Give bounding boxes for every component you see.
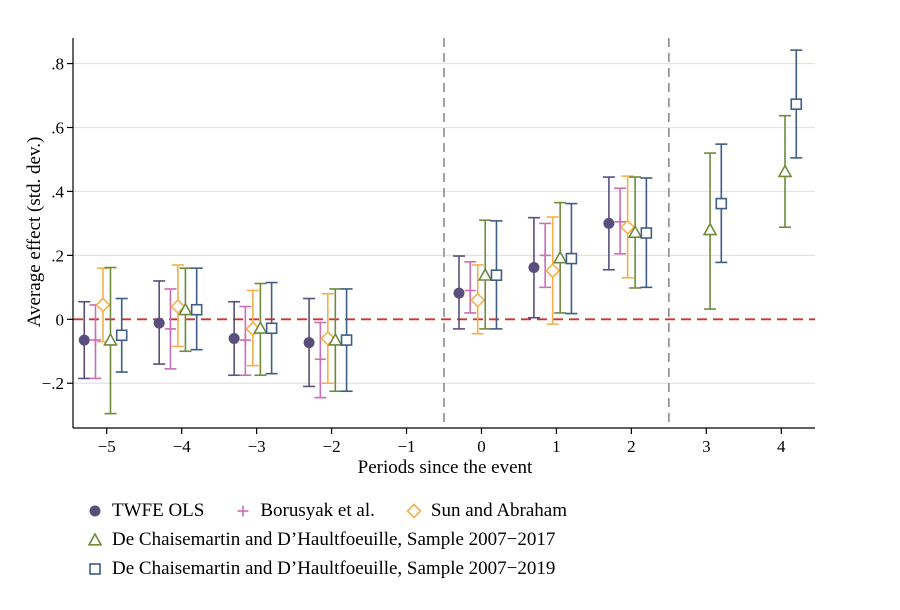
legend-marker xyxy=(89,505,101,516)
sun-abraham-marker xyxy=(619,219,636,235)
dcdh-2017-marker xyxy=(627,224,643,238)
event-study-chart: −.2 0 .2 .4 .6 .8 −5 −4 −3 −2 −1 0 1 2 3 4 Periods sinc… xyxy=(24,38,815,478)
legend-label: De Chaisemartin and D’Haultfoeuille, Sam… xyxy=(112,528,556,550)
twfe-ols-marker xyxy=(303,337,315,349)
dcdh-2017-marker xyxy=(552,250,568,264)
y-tick-label: 0 xyxy=(56,310,65,329)
dcdh-2019-marker xyxy=(265,322,278,335)
dcdh-2019-marker xyxy=(565,252,578,265)
borusyak-marker xyxy=(237,505,249,516)
twfe-ols-marker xyxy=(528,262,540,274)
x-tick-label: 0 xyxy=(477,437,486,456)
series-3 xyxy=(103,114,793,415)
data-series xyxy=(78,49,803,415)
sun-abraham-marker xyxy=(545,263,561,279)
x-tick-label: 3 xyxy=(702,437,711,456)
twfe-ols-marker xyxy=(453,287,465,299)
borusyak-marker xyxy=(164,323,176,335)
dcdh-2017-marker xyxy=(103,332,118,346)
dcdh-2017-marker xyxy=(702,222,718,236)
dcdh-2017-marker xyxy=(87,531,103,546)
dcdh-2019-marker xyxy=(190,303,203,316)
twfe-ols-marker xyxy=(603,217,615,229)
chart-legend: TWFE OLS Borusyak et al. Sun and Abraham De… xyxy=(84,496,595,583)
y-tick-label: .6 xyxy=(51,119,64,138)
twfe-ols-marker xyxy=(89,505,101,516)
series-1 xyxy=(89,187,627,399)
dcdh-2019-marker xyxy=(640,227,653,239)
dcdh-2019-marker xyxy=(89,562,101,575)
legend-label: Borusyak et al. xyxy=(260,499,375,521)
legend-item: De Chaisemartin and D’Haultfoeuille, Sam… xyxy=(84,527,555,553)
dcdh-2019-marker xyxy=(340,334,353,346)
twfe-ols-marker xyxy=(78,334,90,346)
x-tick-label: 4 xyxy=(777,437,786,456)
y-tick-label: .8 xyxy=(51,55,64,74)
dcdh-2017-marker xyxy=(477,267,493,281)
legend-row: De Chaisemartin and D’Haultfoeuille, Sam… xyxy=(84,554,595,583)
dcdh-2017-marker xyxy=(327,332,343,346)
series-0 xyxy=(78,176,615,388)
legend-item: De Chaisemartin and D’Haultfoeuille, Sam… xyxy=(84,556,555,582)
legend-item: Sun and Abraham xyxy=(403,498,567,524)
legend-marker xyxy=(237,505,249,516)
x-tick-label: −5 xyxy=(98,437,116,456)
x-tick-label: −3 xyxy=(248,437,266,456)
twfe-ols-marker xyxy=(228,332,240,344)
twfe-ols-marker xyxy=(153,317,165,329)
dcdh-2017-marker xyxy=(253,320,268,334)
legend-label: De Chaisemartin and D’Haultfoeuille, Sam… xyxy=(112,557,556,579)
dcdh-2019-marker xyxy=(490,269,503,281)
legend-row: TWFE OLS Borusyak et al. Sun and Abraham xyxy=(84,496,595,525)
sun-abraham-marker xyxy=(470,292,486,308)
legend-marker xyxy=(406,502,422,519)
borusyak-marker xyxy=(614,216,626,228)
dcdh-2017-marker xyxy=(777,163,793,178)
sun-abraham-marker xyxy=(95,297,111,313)
borusyak-marker xyxy=(239,334,251,346)
legend-row: De Chaisemartin and D’Haultfoeuille, Sam… xyxy=(84,525,595,554)
series-4 xyxy=(115,49,803,393)
legend-marker xyxy=(89,562,101,575)
borusyak-marker xyxy=(314,353,326,365)
x-tick-label: 2 xyxy=(627,437,636,456)
sun-abraham-marker xyxy=(406,502,422,519)
x-tick-label: −2 xyxy=(323,437,341,456)
x-tick-label: −1 xyxy=(397,437,415,456)
dcdh-2017-marker xyxy=(178,302,193,316)
dcdh-2019-marker xyxy=(115,329,128,342)
legend-label: Sun and Abraham xyxy=(430,499,568,521)
series-2 xyxy=(95,175,636,385)
legend-item: TWFE OLS xyxy=(84,498,204,524)
x-tick-label: 1 xyxy=(552,437,561,456)
x-axis-label: Periods since the event xyxy=(358,457,533,478)
x-tick-label: −4 xyxy=(173,437,192,456)
borusyak-marker xyxy=(539,249,551,261)
dcdh-2019-marker xyxy=(715,197,728,210)
y-axis-label: Average effect (std. dev.) xyxy=(24,137,45,328)
y-tick-label: −.2 xyxy=(42,374,64,393)
legend-label: TWFE OLS xyxy=(112,499,205,521)
legend-marker xyxy=(87,531,103,546)
borusyak-marker xyxy=(89,334,101,346)
y-tick-label: .4 xyxy=(51,182,64,201)
axes: −.2 0 .2 .4 .6 .8 −5 −4 −3 −2 −1 0 1 2 3 4 xyxy=(42,38,815,456)
borusyak-marker xyxy=(464,285,476,297)
y-tick-label: .2 xyxy=(51,246,64,265)
dcdh-2019-marker xyxy=(790,98,803,110)
reference-lines xyxy=(73,38,815,428)
legend-item: Borusyak et al. xyxy=(232,498,375,524)
